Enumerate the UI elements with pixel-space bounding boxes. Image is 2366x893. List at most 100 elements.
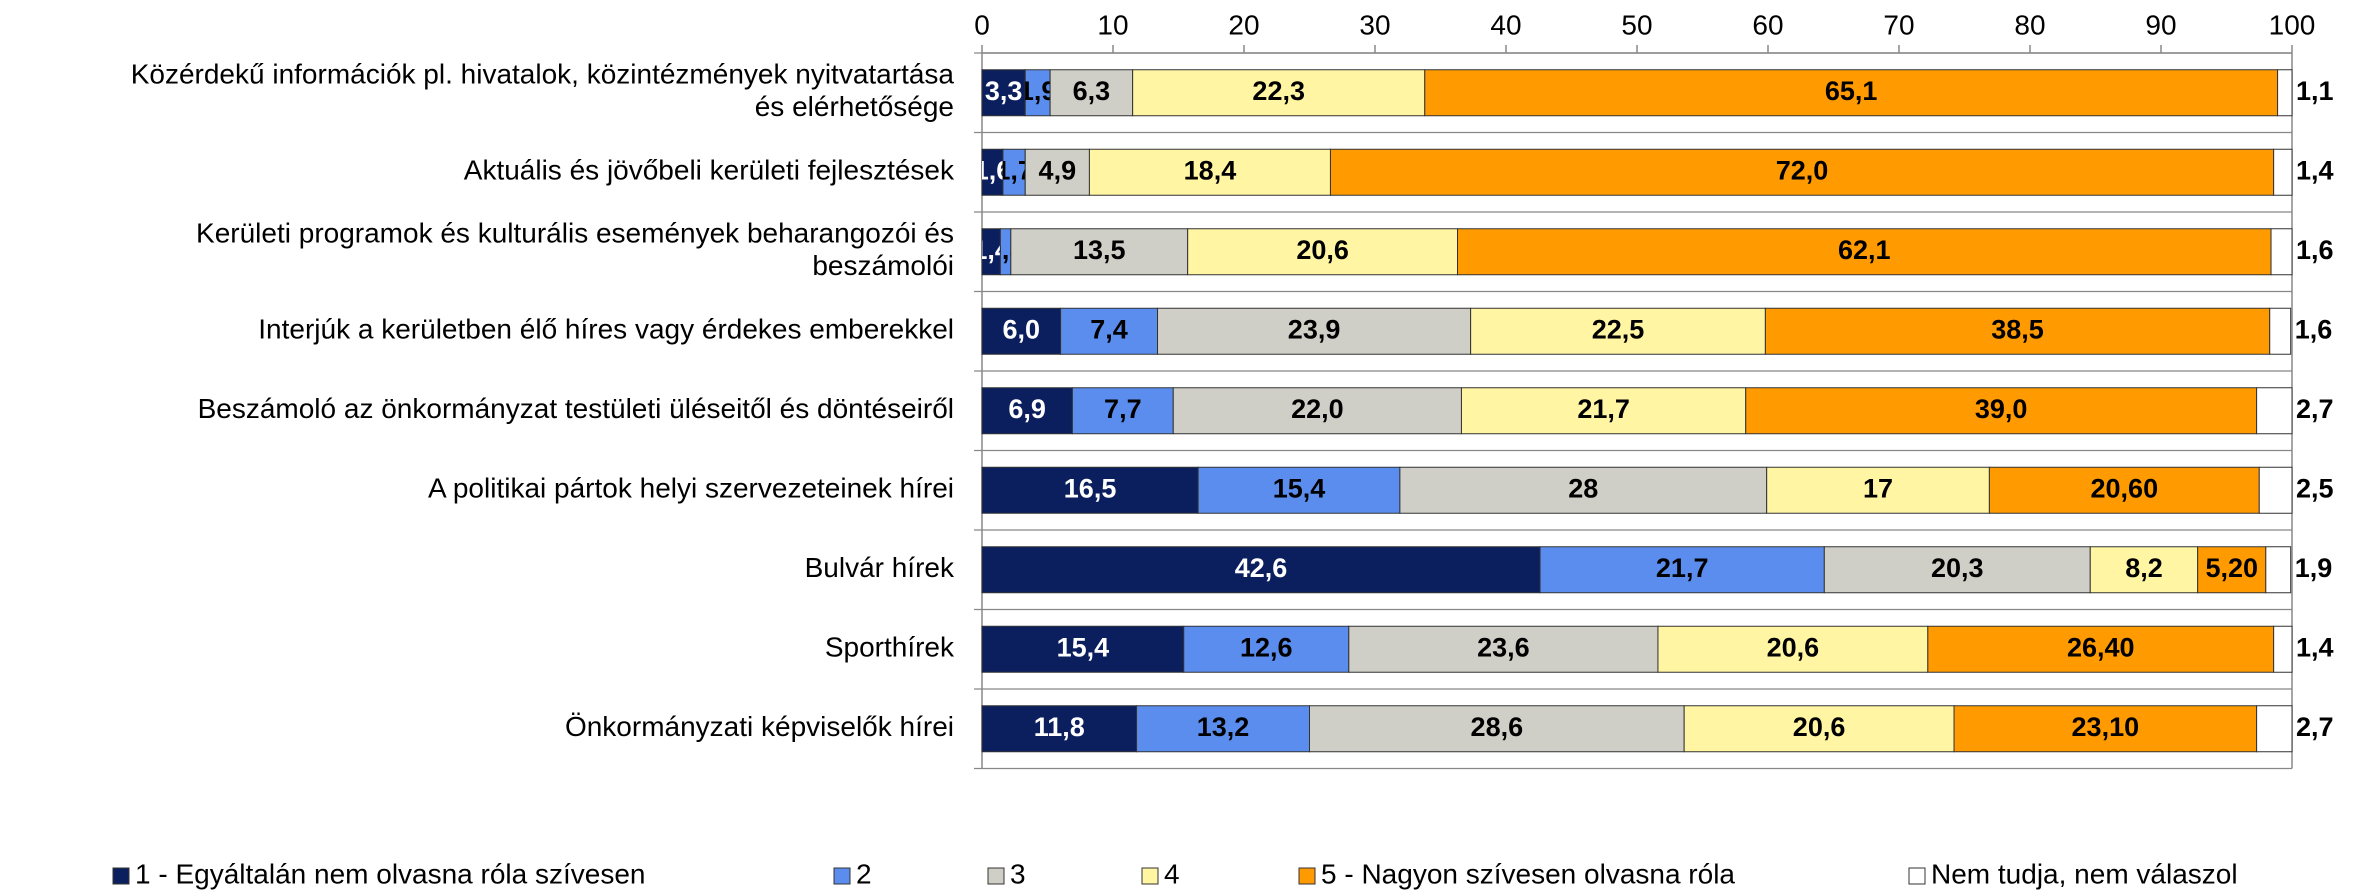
bar-segment <box>1136 705 1310 753</box>
bar-segment <box>1460 387 1747 435</box>
category-label: Kerületi programok és kulturális esemény… <box>196 218 954 281</box>
bar-segment <box>2089 546 2199 594</box>
value-label: 23,9 <box>1288 314 1341 344</box>
value-label: 1,6 <box>2296 235 2334 265</box>
x-tick-label: 70 <box>1883 9 1914 40</box>
value-label: 2,7 <box>2296 712 2334 742</box>
value-label: 6,0 <box>1003 314 1041 344</box>
value-label: 23,10 <box>2072 712 2140 742</box>
legend-label: 2 <box>856 858 872 889</box>
value-label: 1,1 <box>2296 76 2334 106</box>
bar-segment <box>1197 466 1401 514</box>
x-tick-label: 40 <box>1490 9 1521 40</box>
x-tick-label: 20 <box>1228 9 1259 40</box>
legend-swatch <box>1908 867 1926 885</box>
x-tick-label: 100 <box>2269 9 2316 40</box>
legend-swatch <box>987 867 1005 885</box>
value-label: 20,6 <box>1793 712 1846 742</box>
category-label: Interjúk a kerületben élő híres vagy érd… <box>258 314 954 345</box>
bar-segment <box>1060 307 1159 355</box>
value-label: 13,2 <box>1197 712 1250 742</box>
value-label: 1,4 <box>2296 632 2334 662</box>
category-label: Aktuális és jövőbeli kerületi fejlesztés… <box>464 155 955 186</box>
bar-segment <box>981 307 1062 355</box>
value-label: 0,8 <box>987 235 1025 265</box>
x-tick-label: 30 <box>1359 9 1390 40</box>
value-label: 2,5 <box>2296 473 2334 503</box>
value-label: 15,4 <box>1057 632 1110 662</box>
bar-segment <box>1309 705 1685 753</box>
bar-segment <box>981 466 1199 514</box>
bar-segment <box>981 387 1073 435</box>
x-tick-label: 90 <box>2145 9 2176 40</box>
bar-segment <box>2197 546 2267 594</box>
bar-segment <box>2265 546 2292 594</box>
bar-segment <box>1183 625 1350 673</box>
value-label: 1,7 <box>995 155 1033 185</box>
value-label: 7,7 <box>1104 394 1142 424</box>
bar-segment <box>981 546 1541 594</box>
bar-segment <box>1457 228 2272 276</box>
legend-label: Nem tudja, nem válaszol <box>1931 858 2238 889</box>
value-label: 22,0 <box>1291 394 1344 424</box>
bar-segment <box>1088 148 1331 196</box>
bar-segment <box>1927 625 2275 673</box>
bar-segment <box>981 625 1185 673</box>
value-label: 15,4 <box>1273 473 1326 503</box>
value-label: 12,6 <box>1240 632 1293 662</box>
value-label: 5,20 <box>2205 553 2258 583</box>
value-label: 65,1 <box>1825 76 1878 106</box>
value-label: 62,1 <box>1838 235 1891 265</box>
category-label: Önkormányzati képviselők hírei <box>565 711 954 742</box>
value-label: 4,9 <box>1039 155 1077 185</box>
bar-segment <box>1348 625 1659 673</box>
bar-segment <box>1424 69 2279 117</box>
bar-segment <box>2270 228 2293 276</box>
x-tick-label: 0 <box>974 9 990 40</box>
bar-segment <box>1764 307 2271 355</box>
value-label: 13,5 <box>1073 235 1126 265</box>
value-label: 7,4 <box>1090 314 1128 344</box>
bar-segment <box>2269 307 2292 355</box>
bar-segment <box>1187 228 1459 276</box>
legend-swatch <box>1141 867 1159 885</box>
bar-segment <box>1024 69 1051 117</box>
value-label: 1,9 <box>1019 76 1057 106</box>
bar-segment <box>1683 705 1955 753</box>
bar-segment <box>1157 307 1472 355</box>
value-label: 42,6 <box>1235 553 1288 583</box>
value-label: 17 <box>1863 473 1893 503</box>
value-label: 22,3 <box>1252 76 1305 106</box>
legend-label: 3 <box>1010 858 1026 889</box>
category-label: Bulvár hírek <box>805 552 955 583</box>
value-label: 21,7 <box>1577 394 1630 424</box>
value-label: 1,4 <box>2296 155 2334 185</box>
category-label: Sporthírek <box>825 632 955 663</box>
value-label: 2,7 <box>2296 394 2334 424</box>
value-label: 11,8 <box>1034 712 1085 742</box>
bar-segment <box>2273 625 2293 673</box>
value-label: 20,6 <box>1767 632 1820 662</box>
value-label: 21,7 <box>1656 553 1709 583</box>
value-label: 1,6 <box>974 155 1012 185</box>
bar-segment <box>1132 69 1426 117</box>
value-label: 20,6 <box>1296 235 1349 265</box>
bar-segment <box>1766 466 1990 514</box>
value-label: 8,2 <box>2125 553 2163 583</box>
category-label: Közérdekű információk pl. hivatalok, köz… <box>131 59 955 122</box>
value-label: 28 <box>1568 473 1598 503</box>
legend-label: 4 <box>1164 858 1180 889</box>
bar-segment <box>2256 387 2293 435</box>
value-label: 20,3 <box>1931 553 1984 583</box>
bar-segment <box>1024 148 1090 196</box>
bar-segment <box>2277 69 2293 117</box>
value-label: 26,40 <box>2067 632 2135 662</box>
bar-segment <box>1010 228 1189 276</box>
legend-swatch <box>112 867 130 885</box>
legend-swatch <box>833 867 851 885</box>
value-label: 39,0 <box>1975 394 2028 424</box>
bar-segment <box>1823 546 2091 594</box>
value-label: 6,3 <box>1073 76 1111 106</box>
value-label: 20,60 <box>2091 473 2159 503</box>
x-tick-label: 50 <box>1621 9 1652 40</box>
